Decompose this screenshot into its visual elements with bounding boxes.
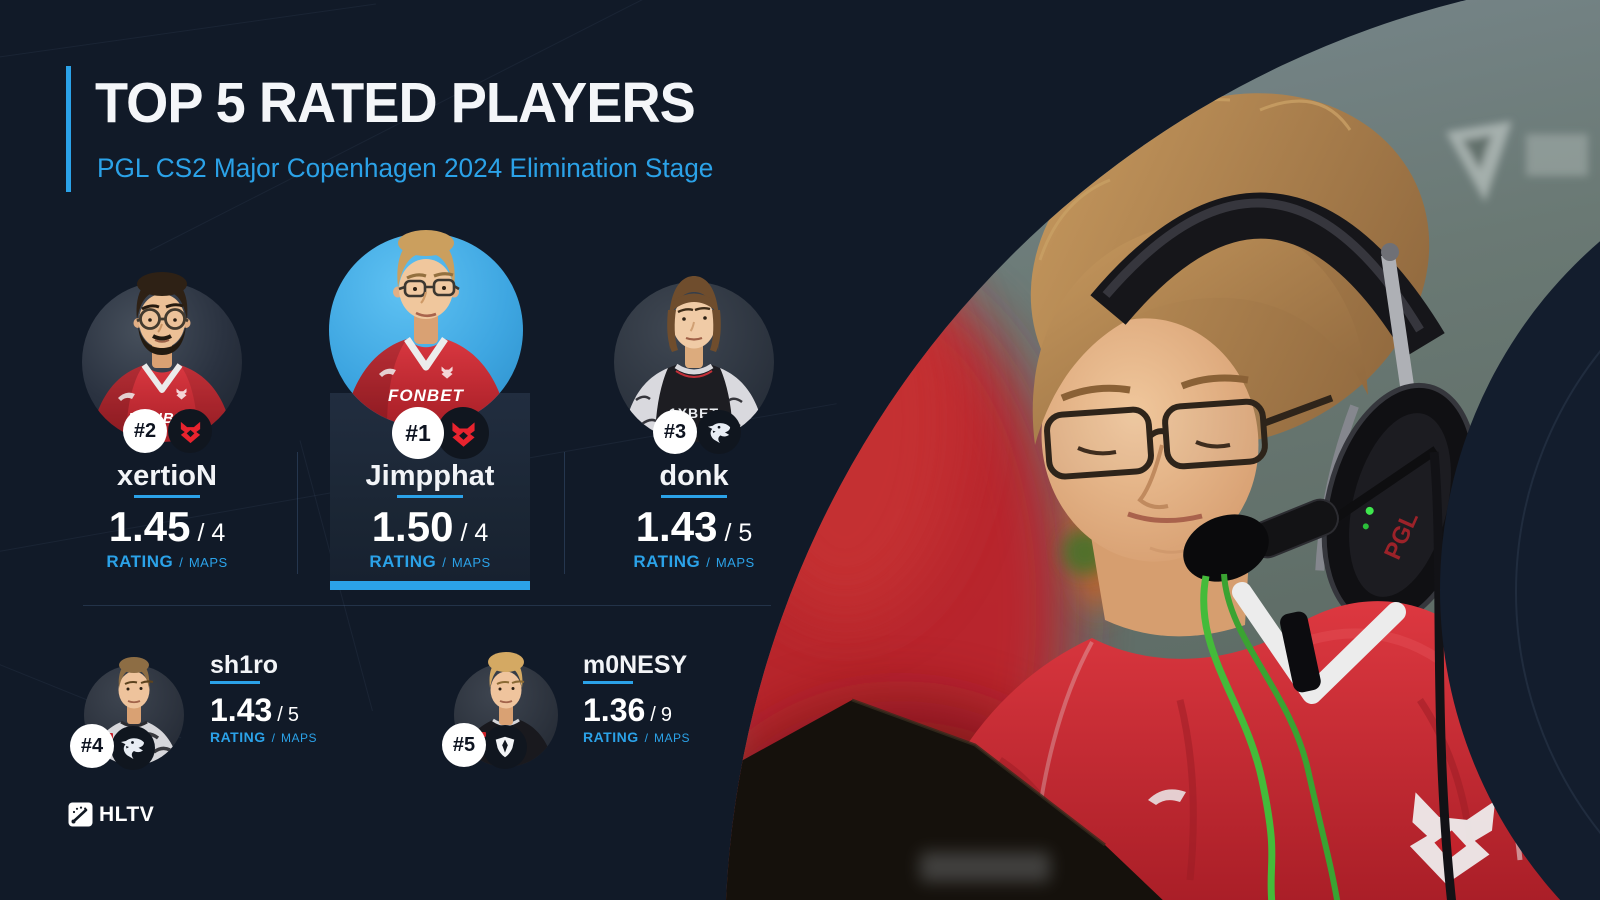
glasses (1044, 394, 1334, 480)
team-logo-g2-icon (495, 736, 515, 758)
rating-label: RATING (210, 729, 266, 745)
team-logo-circle (168, 409, 212, 453)
rank-number: #4 (80, 734, 104, 757)
rank-badge: #1 (392, 407, 444, 459)
maps-value: 9 (660, 704, 672, 726)
player-avatar-jimpphat: FONBET (329, 230, 523, 427)
rank-badge: #2 (123, 409, 167, 453)
rank-badge: #5 (442, 723, 486, 767)
team-logo-circle (483, 725, 527, 769)
rating-value-row: 1.50 / 4 (330, 506, 530, 548)
rating-value: 1.45 (108, 503, 191, 550)
puma-logo (1148, 789, 1186, 805)
rating-separator: / (724, 519, 732, 547)
rating-value: 1.43 (635, 503, 718, 550)
rating-value-row: 1.36 / 9 (583, 694, 672, 727)
label-separator: / (271, 731, 275, 745)
player-name: donk (659, 460, 729, 492)
title-accent-bar (66, 66, 71, 192)
jersey-collar (1232, 582, 1406, 704)
name-divider (661, 495, 727, 498)
hero-player-illustration: PGL (725, 93, 1588, 900)
photo-vignette (725, 0, 1600, 900)
team-logo-circle (437, 407, 489, 459)
headset-band (1090, 192, 1445, 357)
rating-label: RATING (633, 552, 701, 571)
maps-value: 4 (474, 519, 489, 547)
name-divider (134, 495, 200, 498)
player-avatar-donk: 1XBET (614, 276, 774, 442)
name-divider (210, 681, 260, 684)
rating-value: 1.50 (371, 503, 454, 550)
section-divider (83, 605, 771, 606)
team-logo-circle (111, 726, 155, 770)
rating-separator: / (460, 519, 468, 547)
highlight-panel-bar (330, 581, 530, 590)
maps-value: 5 (738, 519, 753, 547)
rating-label-row: RATING / MAPS (330, 552, 530, 572)
label-separator: / (706, 555, 710, 570)
name-divider (397, 495, 463, 498)
maps-label: MAPS (715, 555, 755, 570)
rating-label-row: RATING / MAPS (594, 552, 794, 572)
maps-value: 4 (211, 519, 226, 547)
rating-label: RATING (106, 552, 174, 571)
rating-separator: / (277, 704, 283, 726)
card-separator (297, 452, 298, 574)
microphone (1183, 446, 1439, 582)
bg-pattern-line (0, 3, 376, 63)
rating-value: 1.43 (210, 692, 273, 728)
rating-separator: / (650, 704, 656, 726)
team-logo-circle (697, 410, 741, 454)
rating-label: RATING (583, 729, 639, 745)
label-separator: / (644, 731, 648, 745)
monitor (725, 700, 1163, 900)
player-name: Jimpphat (365, 460, 495, 492)
hero-player-photo: PGL (725, 0, 1600, 900)
rating-label: RATING (369, 552, 437, 571)
esea-logo-blur (1446, 121, 1588, 202)
rank-badge: #3 (653, 410, 697, 454)
maps-value: 5 (287, 704, 299, 726)
brand-wordmark: HLTV (99, 803, 155, 826)
rank-number: #3 (663, 420, 687, 443)
rank-number: #1 (405, 419, 431, 446)
maps-label: MAPS (451, 555, 491, 570)
player-avatar-xertion: FONBET (82, 272, 242, 442)
rating-label-row: RATING / MAPS (583, 729, 690, 745)
maps-label: MAPS (188, 555, 228, 570)
rank-number: #2 (133, 419, 157, 442)
rating-separator: / (197, 519, 205, 547)
player-name: xertioN (117, 460, 217, 492)
name-divider (583, 681, 633, 684)
label-separator: / (442, 555, 446, 570)
team-logo-mouz-icon (180, 421, 200, 443)
team-logo-spirit-icon (121, 738, 144, 759)
card-separator (564, 452, 565, 574)
rating-label-row: RATING / MAPS (67, 552, 267, 572)
rating-value: 1.36 (583, 692, 646, 728)
page-title: TOP 5 RATED PLAYERS (95, 71, 696, 135)
rank-number: #5 (452, 733, 476, 756)
rating-value-row: 1.43 / 5 (210, 694, 299, 727)
label-separator: / (179, 555, 183, 570)
black-cable (1429, 451, 1457, 900)
player-name: m0NESY (583, 651, 688, 679)
rank-badge: #4 (70, 724, 114, 768)
team-logo-spirit-icon (707, 422, 730, 443)
player-name: sh1ro (210, 651, 279, 679)
page-subtitle: PGL CS2 Major Copenhagen 2024 Eliminatio… (97, 153, 714, 183)
team-logo-mouz-icon (451, 421, 475, 447)
jersey-sponsor-text: FONBET (388, 386, 465, 405)
rating-value-row: 1.45 / 4 (67, 506, 267, 548)
rating-label-row: RATING / MAPS (210, 729, 317, 745)
maps-label: MAPS (280, 731, 317, 745)
maps-label: MAPS (653, 731, 690, 745)
headset-earcup: PGL (1315, 382, 1479, 628)
hltv-gauge-icon (68, 802, 93, 827)
green-cable (1200, 575, 1276, 900)
rating-value-row: 1.43 / 5 (594, 506, 794, 548)
